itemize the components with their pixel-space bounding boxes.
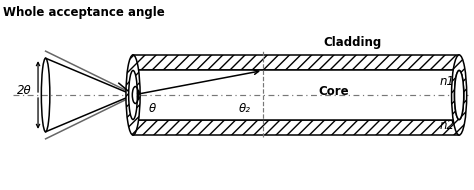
Text: Cladding: Cladding xyxy=(324,36,382,49)
Text: θ₂: θ₂ xyxy=(239,102,251,115)
Ellipse shape xyxy=(455,70,464,120)
Ellipse shape xyxy=(452,55,467,135)
Ellipse shape xyxy=(126,55,140,135)
Polygon shape xyxy=(133,70,459,120)
Ellipse shape xyxy=(455,70,464,120)
Text: Core: Core xyxy=(319,85,349,98)
Text: Whole acceptance angle: Whole acceptance angle xyxy=(3,6,165,19)
Text: θ: θ xyxy=(149,102,156,115)
Text: n1: n1 xyxy=(440,75,455,88)
Ellipse shape xyxy=(128,70,137,120)
Text: 2θ: 2θ xyxy=(17,84,32,97)
Polygon shape xyxy=(133,55,459,70)
Text: n2: n2 xyxy=(440,119,455,132)
Polygon shape xyxy=(133,120,459,135)
